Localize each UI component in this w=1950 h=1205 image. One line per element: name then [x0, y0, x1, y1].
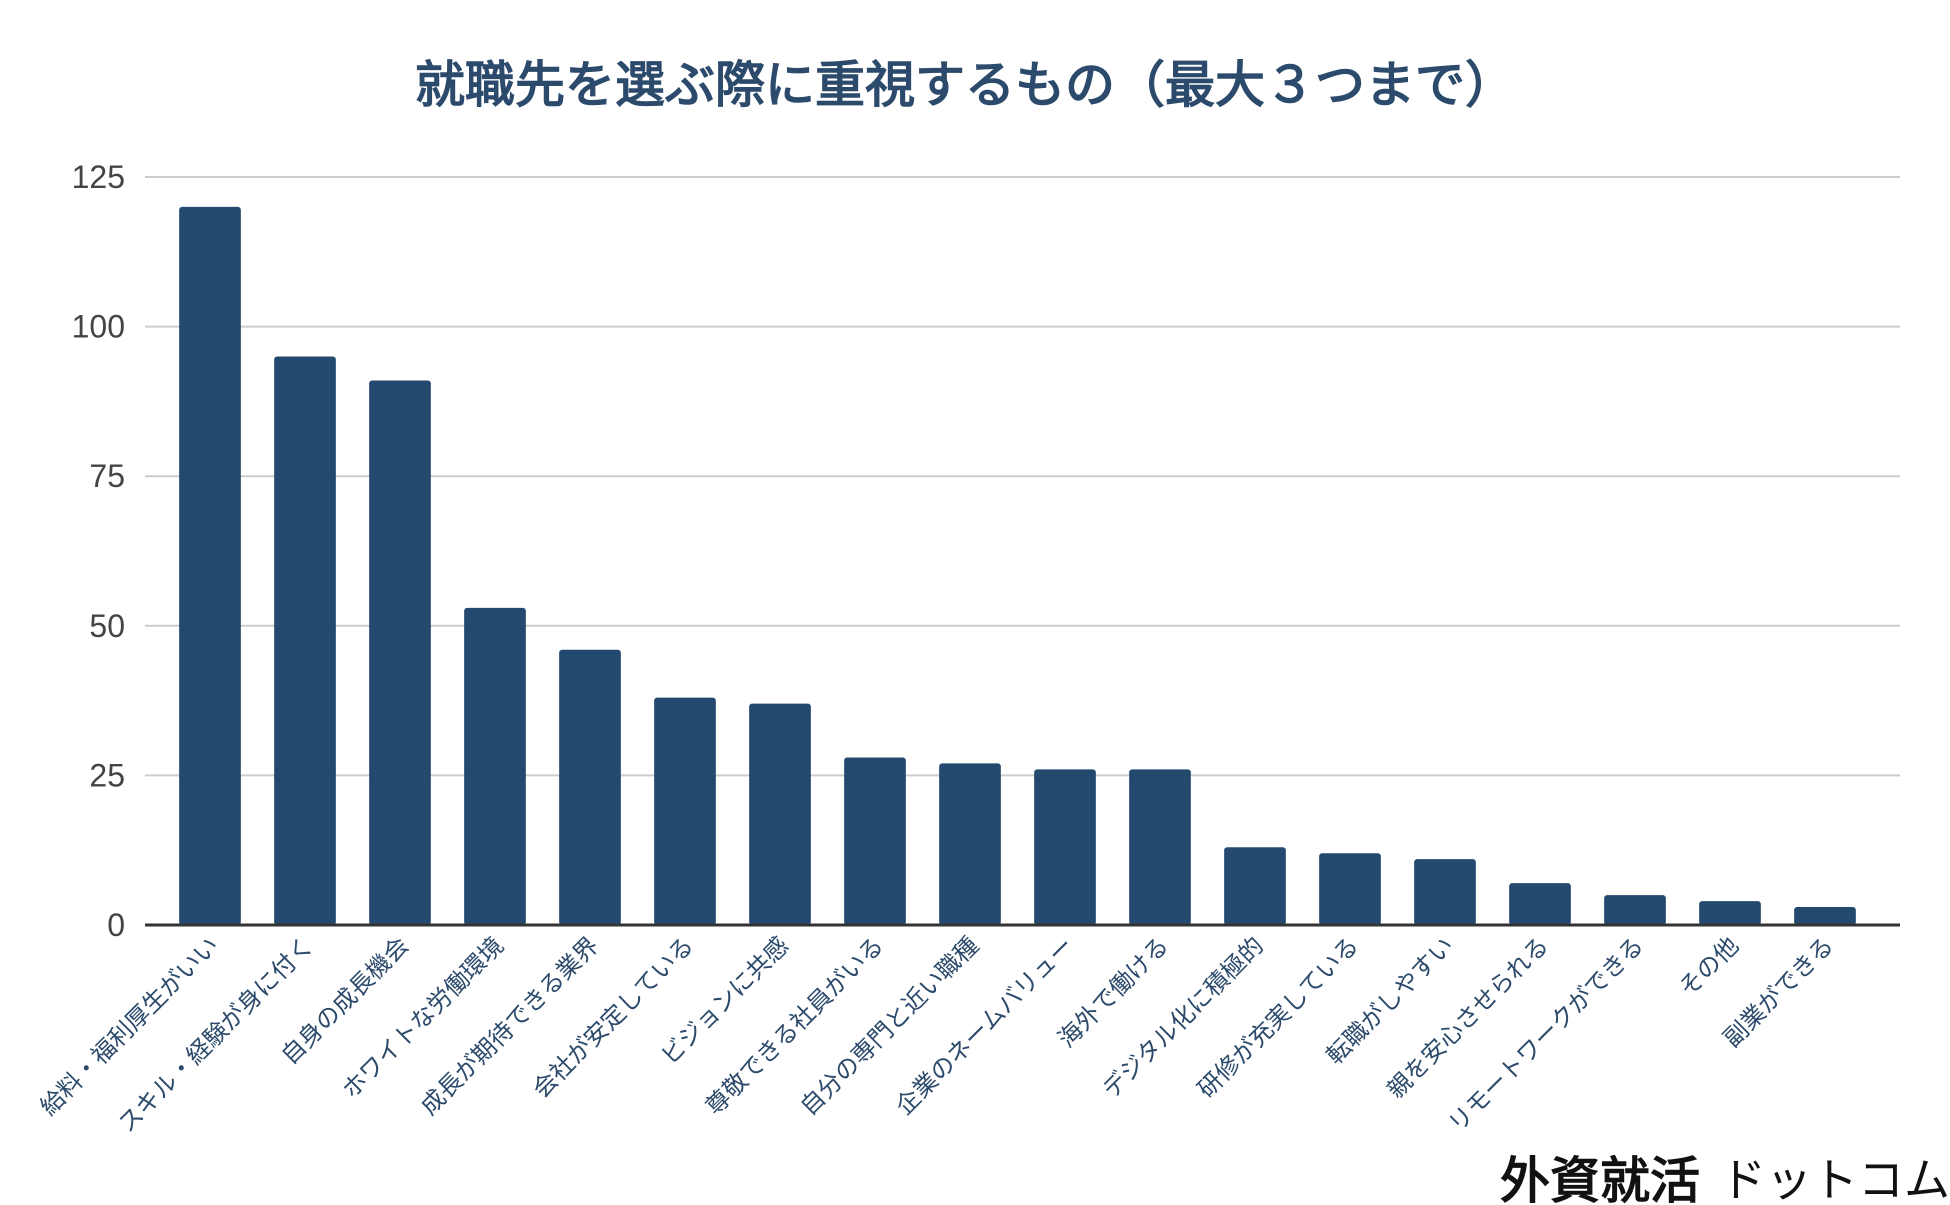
x-tick-label: 企業のネームバリュー: [890, 931, 1079, 1120]
x-tick-label: スキル・経験が身に付く: [113, 931, 319, 1137]
x-tick-label: ホワイトな労働環境: [337, 931, 510, 1104]
y-tick-label: 25: [89, 757, 125, 793]
bar: [1604, 895, 1666, 925]
x-tick-label: 尊敬できる社員がいる: [700, 931, 889, 1120]
gridlines: [145, 176, 1900, 777]
x-tick-label: 研修が充実している: [1192, 931, 1364, 1103]
bar: [464, 607, 526, 925]
x-tick-label: リモートワークができる: [1443, 931, 1649, 1137]
x-tick-label: 会社が安定している: [527, 931, 699, 1103]
bar: [1414, 859, 1476, 925]
x-tick-label: 給料・福利厚生がいい: [35, 931, 225, 1121]
y-tick-label: 50: [89, 608, 125, 644]
bar: [559, 649, 621, 925]
bar: [1794, 907, 1856, 925]
bar: [939, 763, 1001, 925]
y-tick-label: 100: [72, 309, 125, 345]
x-tick-label: 成長が期待できる業界: [415, 931, 604, 1120]
bar: [1699, 901, 1761, 925]
y-tick-label: 75: [89, 458, 125, 494]
watermark-main: 外資就活: [1500, 1151, 1700, 1205]
chart-title: 就職先を選ぶ際に重視するもの（最大３つまで）: [415, 56, 1515, 114]
x-tick-label: デジタル化に積極的: [1097, 931, 1269, 1103]
watermark-logo: 外資就活 ドットコム: [1500, 1151, 1950, 1205]
y-tick-label: 125: [72, 159, 125, 195]
y-axis-ticks: 0 25 50 75 100 125: [72, 159, 125, 943]
bar: [1224, 847, 1286, 925]
bar: [369, 380, 431, 925]
bar: [274, 356, 336, 925]
x-tick-label: その他: [1674, 931, 1745, 1002]
x-tick-label: 自分の専門と近い職種: [795, 931, 985, 1121]
bar: [654, 697, 716, 925]
x-axis-labels: 給料・福利厚生がいいスキル・経験が身に付く自身の成長機会ホワイトな労働環境成長が…: [35, 931, 1840, 1137]
bar: [1034, 769, 1096, 925]
bar: [179, 206, 241, 926]
watermark-sub: ドットコム: [1720, 1153, 1950, 1205]
x-tick-label: 親を安心させられる: [1382, 931, 1555, 1104]
bar: [844, 757, 906, 925]
bar: [1129, 769, 1191, 925]
bars: [179, 206, 1856, 926]
bar: [1509, 883, 1571, 925]
y-tick-label: 0: [107, 907, 125, 943]
bar: [749, 703, 811, 925]
bar: [1319, 853, 1381, 925]
